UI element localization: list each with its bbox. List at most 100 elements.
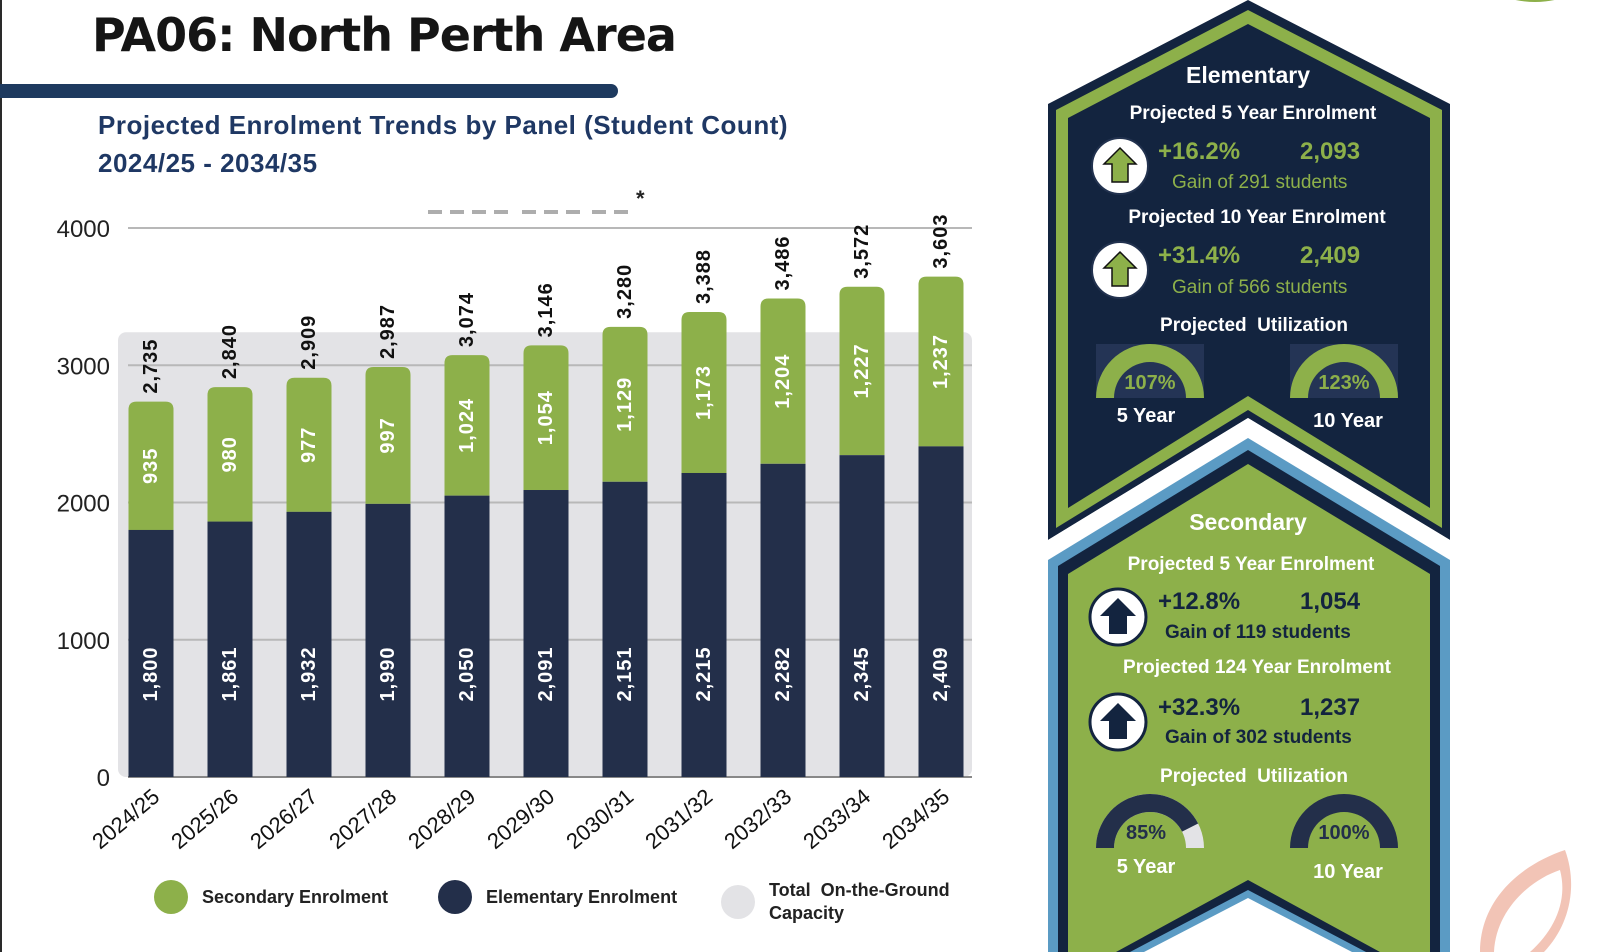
legend-swatch-secondary (154, 880, 188, 914)
elementary-value-label: 2,091 (535, 646, 557, 701)
y-tick-label: 2000 (57, 491, 110, 518)
secondary-value-label: 977 (298, 427, 320, 463)
bar-elementary (839, 455, 885, 777)
secondary-value-label: 935 (140, 448, 162, 484)
chart-subtitle-line2: 2024/25 - 2034/35 (98, 148, 318, 178)
x-tick-label: 2026/27 (245, 784, 322, 854)
bar-elementary (128, 529, 174, 777)
secondary-util-5yr-value: 85% (1125, 822, 1167, 844)
bar-elementary (207, 521, 253, 777)
secondary-util-10yr-label: 10 Year (1313, 861, 1383, 883)
secondary-bottom-chevron-white (1144, 898, 1352, 952)
elementary-5yr-value: 2,093 (1300, 138, 1361, 165)
bar-secondary (286, 377, 332, 512)
secondary-5yr-up-arrow-icon (1088, 587, 1148, 647)
bar-elementary (681, 472, 727, 777)
title-underline-bar (0, 84, 618, 98)
elementary-util-5yr-value: 107% (1124, 372, 1176, 394)
secondary-util-10yr-value: 100% (1318, 822, 1370, 844)
elementary-value-label: 2,409 (930, 646, 952, 701)
elementary-value-label: 1,990 (377, 646, 399, 701)
legend-swatch-capacity (721, 885, 755, 919)
secondary-value-label: 1,237 (930, 334, 952, 389)
secondary-value-label: 1,054 (535, 390, 557, 445)
legend-label-capacity-line2: Capacity (769, 903, 845, 923)
bar-elementary (760, 463, 806, 777)
total-value-label: 2,987 (377, 304, 399, 359)
x-tick-label: 2029/30 (482, 784, 559, 854)
elementary-value-label: 2,151 (614, 646, 636, 701)
legend-item-capacity: Total On-the-Ground Capacity (721, 879, 950, 925)
x-tick-label: 2028/29 (403, 784, 480, 854)
bar-secondary (918, 276, 964, 447)
legend-item-secondary: Secondary Enrolment (154, 880, 388, 914)
total-value-label: 2,735 (140, 339, 162, 394)
secondary-util-5yr-label: 5 Year (1116, 856, 1176, 878)
secondary-value-label: 1,227 (851, 343, 873, 398)
elementary-value-label: 1,800 (140, 646, 162, 701)
secondary-value-label: 980 (219, 436, 241, 472)
secondary-value-label: 1,024 (456, 398, 478, 453)
bar-elementary (444, 495, 490, 777)
bar-elementary (523, 490, 569, 777)
legend-item-elementary: Elementary Enrolment (438, 880, 677, 914)
elementary-5yr-up-arrow-icon (1091, 137, 1149, 195)
capacity-annotation-marker: * (636, 186, 645, 211)
elementary-util-10yr-label: 10 Year (1313, 410, 1383, 432)
x-tick-label: 2027/28 (324, 784, 401, 854)
bar-secondary (602, 326, 648, 482)
legend-label-secondary: Secondary Enrolment (202, 886, 389, 907)
elementary-5yr-change: +16.2% (1158, 138, 1241, 165)
decorative-leaf-bottom (1480, 850, 1572, 952)
secondary-value-label: 1,204 (772, 354, 794, 409)
page-title: PA06: North Perth Area (92, 8, 677, 62)
y-tick-label: 0 (97, 765, 110, 792)
x-tick-label: 2030/31 (561, 784, 638, 854)
elementary-value-label: 1,861 (219, 646, 241, 701)
elementary-value-label: 2,282 (772, 646, 794, 701)
elementary-10yr-value: 2,409 (1300, 242, 1361, 269)
legend-label-capacity-line1: Total On-the-Ground (769, 880, 950, 900)
y-tick-label: 3000 (57, 353, 110, 380)
elementary-value-label: 2,345 (851, 646, 873, 701)
total-value-label: 2,840 (219, 324, 241, 379)
total-value-label: 3,146 (535, 282, 557, 337)
decorative-leaf-top (1480, 0, 1590, 2)
panel-shapes (1048, 0, 1450, 952)
secondary-5yr-value: 1,054 (1300, 588, 1361, 615)
legend-label-capacity: Total On-the-Ground Capacity (769, 879, 950, 925)
bar-elementary (365, 503, 411, 777)
secondary-10yr-label: Projected 124 Year Enrolment (1123, 657, 1391, 678)
elementary-10yr-up-arrow-icon (1091, 241, 1149, 299)
bar-elementary (602, 481, 648, 777)
page-left-border (0, 0, 2, 952)
chart-subtitle-line1: Projected Enrolment Trends by Panel (Stu… (98, 110, 789, 140)
x-tick-label: 2025/26 (166, 784, 243, 854)
secondary-5yr-gain: Gain of 119 students (1165, 622, 1351, 643)
bar-secondary (681, 311, 727, 473)
secondary-10yr-up-arrow-icon (1088, 692, 1148, 752)
elementary-10yr-label: Projected 10 Year Enrolment (1128, 207, 1386, 228)
secondary-10yr-value: 1,237 (1300, 694, 1361, 721)
total-value-label: 3,280 (614, 264, 636, 319)
capacity-annotation-obscured (428, 210, 628, 214)
elementary-value-label: 1,932 (298, 646, 320, 701)
elementary-10yr-change: +31.4% (1158, 242, 1241, 269)
legend-swatch-elementary (438, 880, 472, 914)
total-value-label: 3,388 (693, 249, 715, 304)
secondary-utilization-label: Projected Utilization (1160, 766, 1348, 787)
total-value-label: 3,603 (930, 214, 952, 269)
bars (128, 276, 964, 777)
secondary-value-label: 997 (377, 417, 399, 453)
legend-label-elementary: Elementary Enrolment (486, 886, 678, 907)
elementary-utilization-label: Projected Utilization (1160, 315, 1348, 336)
secondary-10yr-gain: Gain of 302 students (1165, 727, 1352, 748)
total-value-label: 2,909 (298, 315, 320, 370)
x-tick-label: 2031/32 (640, 784, 717, 854)
x-tick-label: 2024/25 (87, 784, 164, 854)
bar-secondary (207, 387, 253, 522)
bar-secondary (444, 355, 490, 496)
total-value-label: 3,074 (456, 292, 478, 347)
total-value-label: 3,572 (851, 224, 873, 279)
elementary-gauge-5yr-arc (1096, 344, 1204, 398)
